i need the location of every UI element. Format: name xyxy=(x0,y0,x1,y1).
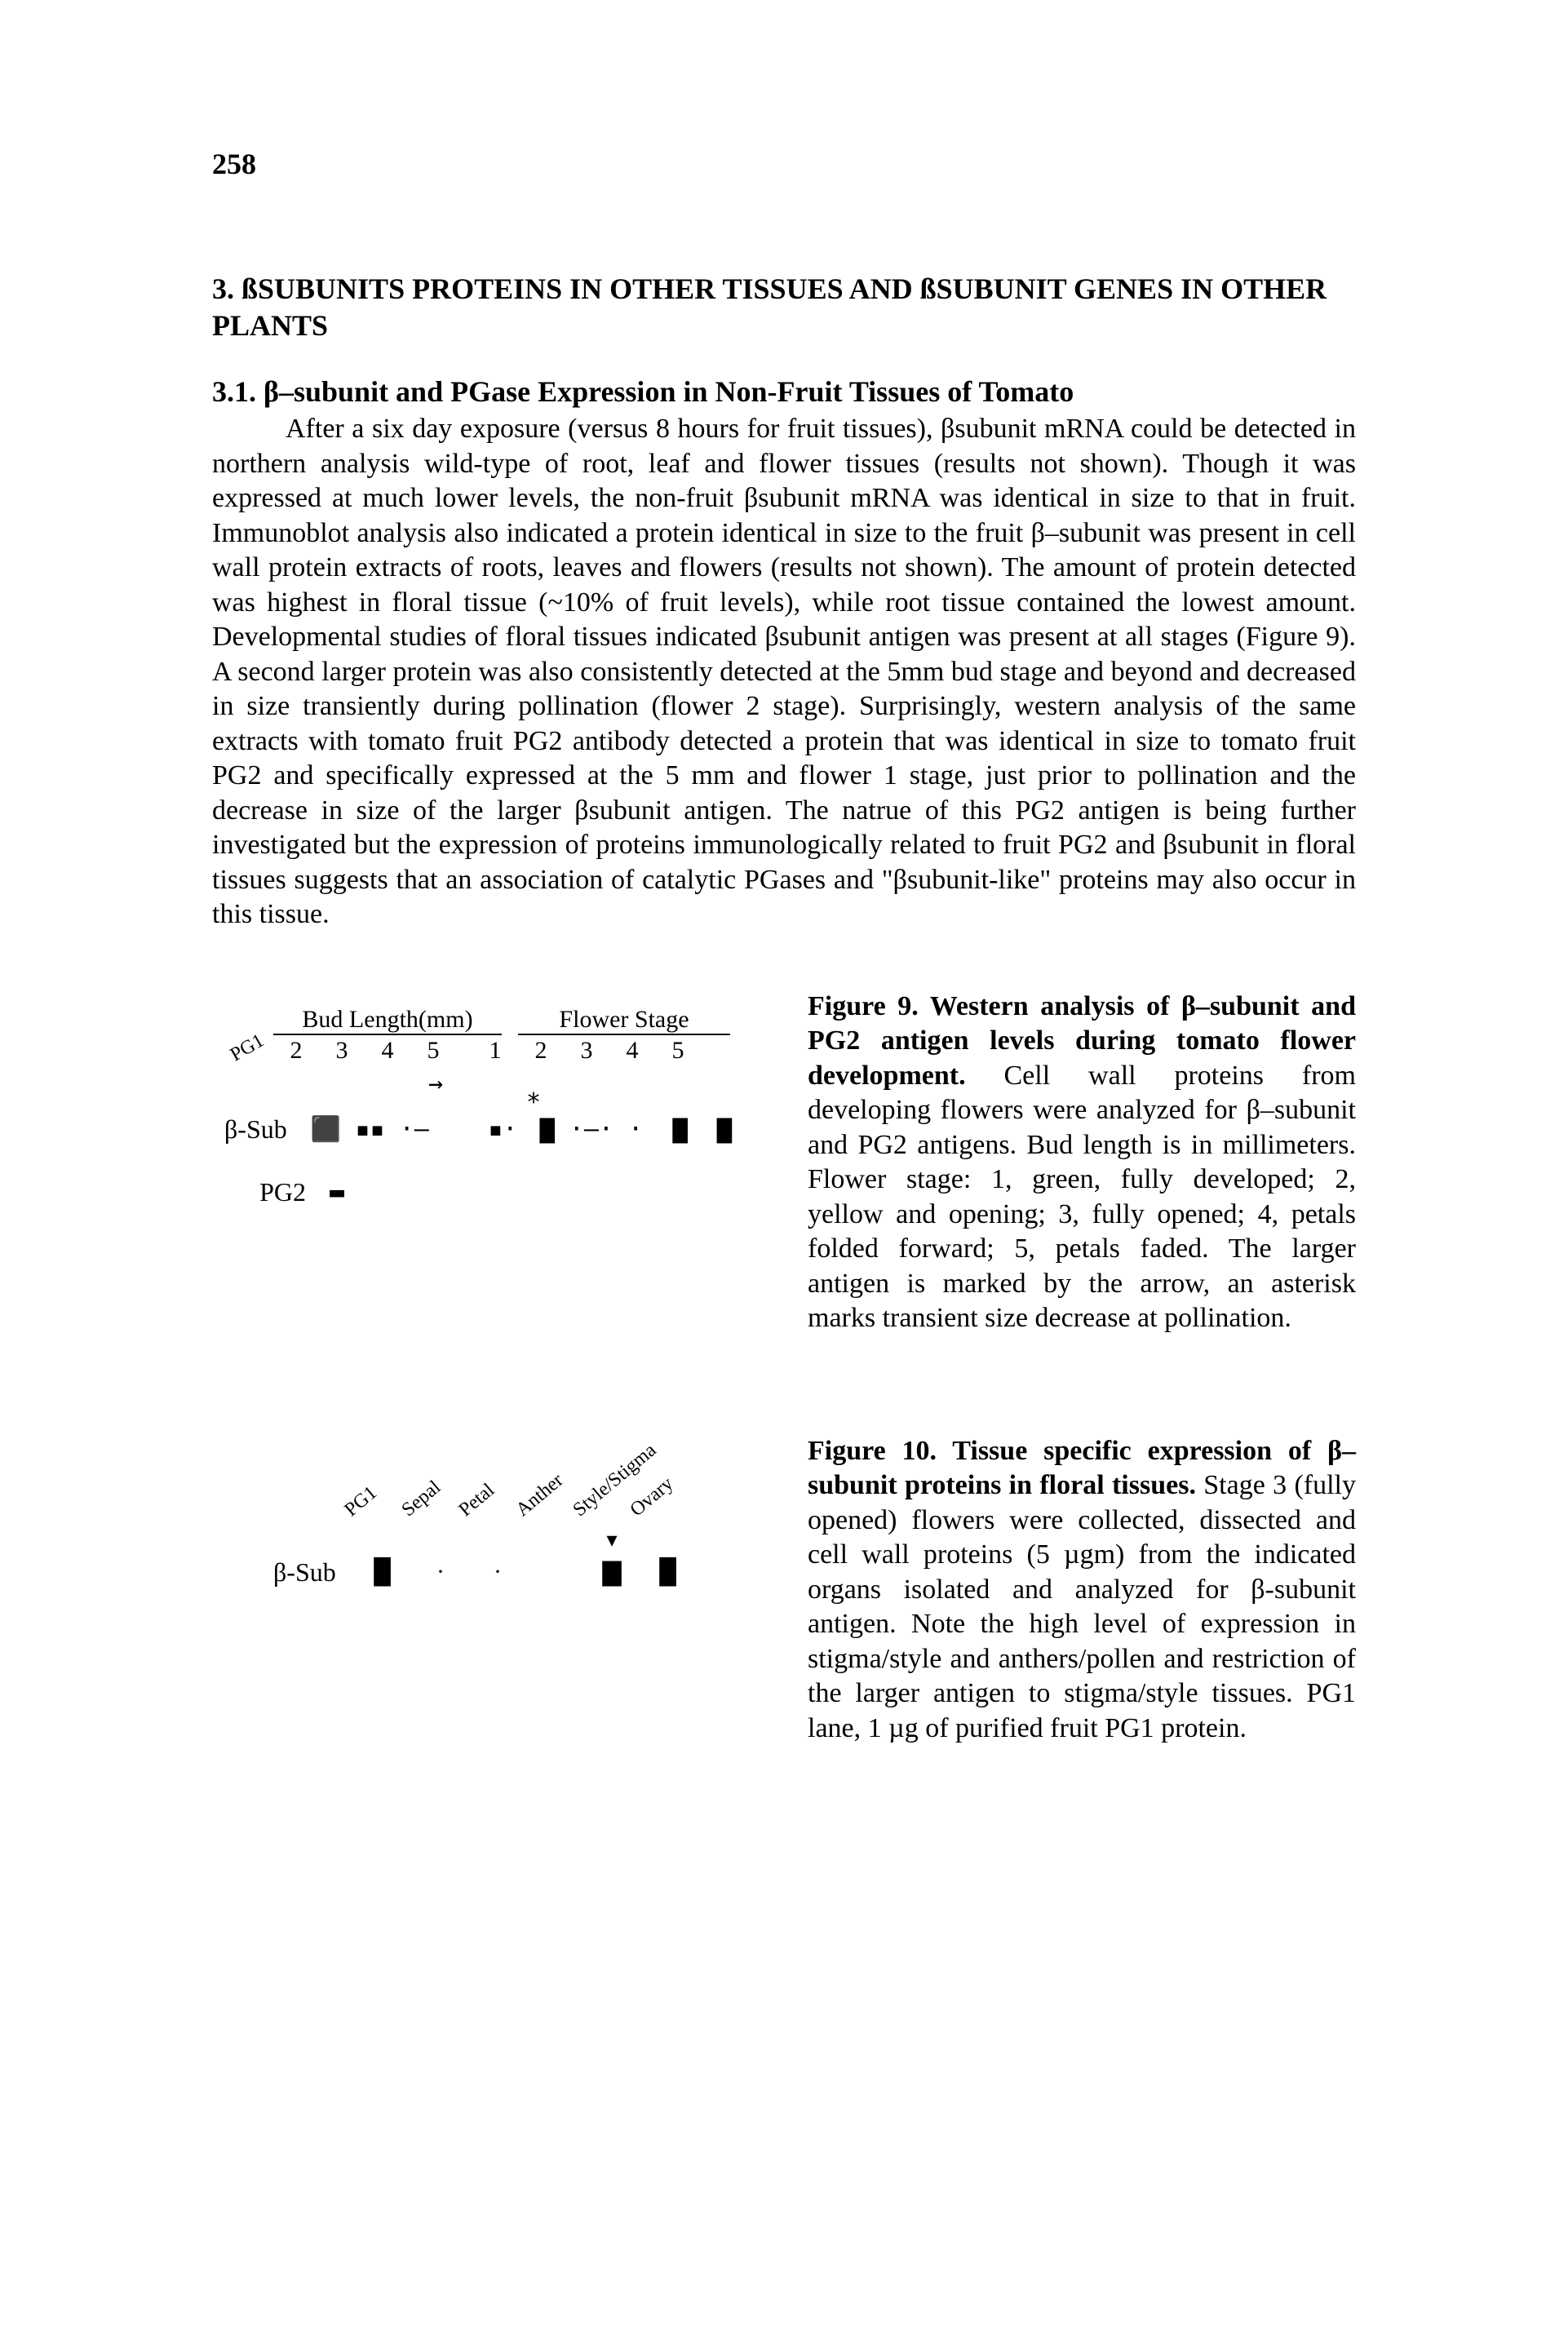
subsection-heading: 3.1. β–subunit and PGase Expression in N… xyxy=(212,374,1356,410)
band xyxy=(355,1528,412,1552)
band xyxy=(412,1528,469,1552)
bud-length-header: Bud Length(mm) xyxy=(273,1006,502,1035)
flower-stage-header: Flower Stage xyxy=(518,1006,730,1035)
band xyxy=(526,1528,583,1552)
band: ⬛ xyxy=(303,1115,348,1144)
flower-tick: 1 xyxy=(472,1037,518,1065)
body-paragraph: After a six day exposure (versus 8 hours… xyxy=(212,412,1356,932)
tissue-label: Style/Stigma xyxy=(569,1468,627,1521)
bud-tick: 4 xyxy=(365,1037,410,1065)
tissue-label: PG1 xyxy=(341,1468,399,1521)
figure-10-caption: Figure 10. Tissue specific expression of… xyxy=(808,1434,1356,1747)
tissue-label: Sepal xyxy=(398,1468,456,1521)
band: ▪▪ xyxy=(348,1115,392,1144)
page-number: 258 xyxy=(212,147,1356,181)
figure-10-caption-body: Stage 3 (fully opened) flowers were coll… xyxy=(808,1470,1356,1743)
tissue-label: Anther xyxy=(512,1468,570,1521)
figure-10-tissue-labels: PG1 Sepal Petal Anther Style/Stigma Ovar… xyxy=(355,1499,698,1521)
page: 258 3. ßSUBUNITS PROTEINS IN OTHER TISSU… xyxy=(0,0,1568,2325)
band: · xyxy=(613,1115,658,1144)
arrow-icon: → xyxy=(428,1070,746,1098)
figure-10-lower-bands: β-Sub ▉ · · ▇ ▉ xyxy=(273,1557,698,1588)
tissue-label: Petal xyxy=(455,1468,513,1521)
pg2-row: PG2 ▬ xyxy=(224,1177,746,1207)
band: ▉ xyxy=(355,1558,412,1587)
figure-10-panel: PG1 Sepal Petal Anther Style/Stigma Ovar… xyxy=(212,1434,759,1588)
band: · xyxy=(469,1558,526,1586)
figure-9-panel: Bud Length(mm) Flower Stage PG1 2 3 4 5 … xyxy=(212,990,759,1207)
figure-10-upper-bands: ▾ xyxy=(355,1528,698,1552)
bud-tick: 2 xyxy=(273,1037,319,1065)
band: ▇ xyxy=(658,1115,702,1144)
figure-9-caption-body: Cell wall proteins from developing flowe… xyxy=(808,1061,1356,1334)
band: ▇ xyxy=(702,1115,746,1144)
flower-tick: 2 xyxy=(518,1037,564,1065)
figure-9-row: Bud Length(mm) Flower Stage PG1 2 3 4 5 … xyxy=(212,990,1356,1336)
band: ▬ xyxy=(314,1178,360,1207)
flower-tick: 5 xyxy=(655,1037,701,1065)
band: · xyxy=(412,1558,469,1586)
beta-sub-row: β-Sub ⬛ ▪▪ ·– ▪· ▇ ·–· · ▇ ▇ xyxy=(224,1114,746,1145)
figure-9-header: Bud Length(mm) Flower Stage xyxy=(224,1006,746,1035)
band: ▇ xyxy=(525,1115,569,1144)
band: ·–· xyxy=(569,1115,613,1144)
band xyxy=(469,1528,526,1552)
band: ▪· xyxy=(481,1115,525,1144)
bud-tick: 3 xyxy=(319,1037,365,1065)
beta-sub-label: β-Sub xyxy=(224,1114,303,1145)
figure-9-ticks: PG1 2 3 4 5 1 2 3 4 5 xyxy=(224,1037,746,1065)
figure-10-row: PG1 Sepal Petal Anther Style/Stigma Ovar… xyxy=(212,1434,1356,1747)
section-heading: 3. ßSUBUNITS PROTEINS IN OTHER TISSUES A… xyxy=(212,271,1356,344)
pg2-label: PG2 xyxy=(224,1177,314,1207)
figure-10-diagram: PG1 Sepal Petal Anther Style/Stigma Ovar… xyxy=(273,1499,698,1588)
flower-tick: 3 xyxy=(564,1037,609,1065)
band: ·– xyxy=(392,1115,436,1144)
bud-tick: 5 xyxy=(410,1037,456,1065)
band xyxy=(640,1528,698,1552)
band: ▇ xyxy=(583,1558,640,1587)
figure-9-diagram: Bud Length(mm) Flower Stage PG1 2 3 4 5 … xyxy=(224,1006,746,1207)
beta-sub-label: β-Sub xyxy=(273,1557,355,1588)
band: ▾ xyxy=(583,1528,640,1552)
figure-9-caption: Figure 9. Western analysis of β–subunit … xyxy=(808,990,1356,1336)
asterisk-icon: * xyxy=(526,1098,746,1108)
flower-tick: 4 xyxy=(609,1037,655,1065)
band: ▉ xyxy=(640,1558,698,1587)
